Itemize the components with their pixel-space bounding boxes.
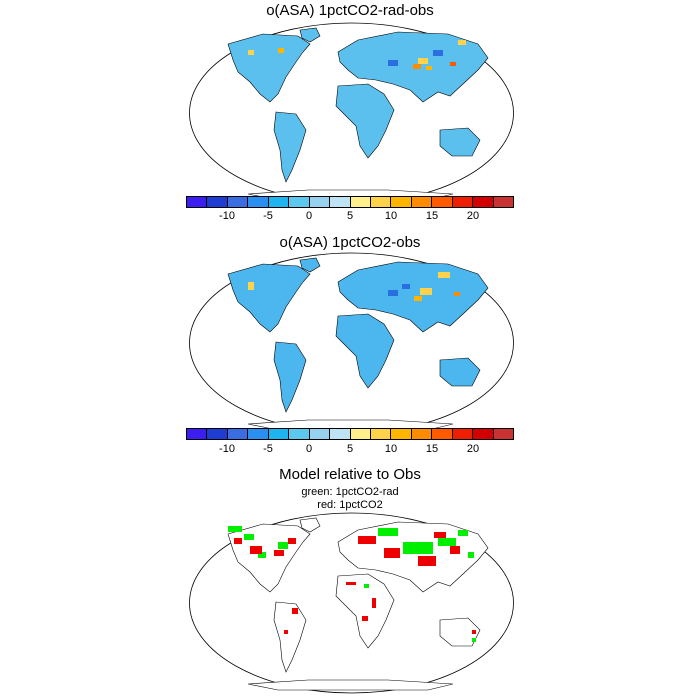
cbar1-tick: -5: [263, 210, 273, 222]
colorbar-1-labels: -10 -5 0 5 10 15 20: [186, 210, 514, 224]
cbar2-tick: 20: [466, 443, 480, 455]
cbar1-swatch: [187, 197, 208, 207]
significance-cells: [228, 526, 476, 642]
colorbar-2: [186, 428, 514, 440]
greenland: [299, 27, 321, 43]
australia: [439, 357, 481, 387]
cbar2-swatch: [248, 429, 269, 439]
cbar2-tick: -5: [263, 443, 273, 455]
cbar1-tick: 0: [305, 210, 313, 222]
panel1-title: o(ASA) 1pctCO2-rad-obs: [266, 2, 434, 19]
south-america: [273, 341, 307, 413]
cbar1-swatch: [309, 197, 331, 207]
cbar2-swatch: [391, 429, 412, 439]
cbar2-tick: 0: [305, 443, 313, 455]
legend-red: red: 1pctCO2: [317, 499, 383, 511]
panel2-title: o(ASA) 1pctCO2-obs: [279, 234, 421, 251]
greenland: [299, 517, 321, 533]
cbar1-swatch: [350, 197, 371, 207]
cbar2-swatch: [432, 429, 453, 439]
colorbar-1: [186, 196, 514, 208]
panel3-title: Model relative to Obs: [279, 466, 421, 483]
australia: [439, 617, 481, 647]
map-panel-3: [189, 512, 514, 694]
cbar2-swatch: [452, 429, 474, 439]
cbar2-swatch: [350, 429, 371, 439]
cbar1-tick: 15: [425, 210, 439, 222]
cbar2-swatch: [187, 429, 208, 439]
cbar2-tick: 10: [384, 443, 398, 455]
cbar1-swatch: [227, 197, 249, 207]
cbar2-swatch: [330, 429, 351, 439]
cbar2-swatch: [207, 429, 228, 439]
cbar2-swatch: [268, 429, 290, 439]
cbar1-swatch: [248, 197, 269, 207]
north-america: [227, 263, 311, 333]
antarctica: [247, 679, 454, 691]
cbar1-swatch: [391, 197, 412, 207]
cbar2-swatch: [227, 429, 249, 439]
cbar2-tick: 5: [346, 443, 354, 455]
cbar1-swatch: [370, 197, 392, 207]
hotspots: [248, 272, 460, 301]
cbar1-tick: 5: [346, 210, 354, 222]
cbar1-swatch: [268, 197, 290, 207]
map-panel-2: [189, 252, 514, 434]
south-america: [273, 601, 307, 673]
cbar1-tick: 10: [384, 210, 398, 222]
map-panel-1: [189, 22, 514, 204]
colorbar-2-labels: -10 -5 0 5 10 15 20: [186, 443, 514, 457]
cbar1-tick: -10: [219, 210, 235, 222]
cbar1-swatch: [432, 197, 453, 207]
cbar2-swatch: [289, 429, 310, 439]
africa: [335, 313, 395, 389]
cbar1-swatch: [411, 197, 433, 207]
cbar1-swatch: [207, 197, 228, 207]
legend-green: green: 1pctCO2-rad: [301, 486, 399, 498]
greenland: [299, 257, 321, 273]
cbar1-swatch: [289, 197, 310, 207]
hotspots: [248, 40, 466, 70]
continents: [227, 257, 489, 431]
cbar1-swatch: [493, 197, 513, 207]
cbar2-swatch: [493, 429, 513, 439]
cbar2-swatch: [370, 429, 392, 439]
cbar2-tick: -10: [219, 443, 235, 455]
cbar1-swatch: [452, 197, 474, 207]
cbar2-swatch: [473, 429, 494, 439]
cbar2-swatch: [309, 429, 331, 439]
cbar1-swatch: [330, 197, 351, 207]
africa: [335, 573, 395, 649]
cbar1-tick: 20: [466, 210, 480, 222]
cbar2-tick: 15: [425, 443, 439, 455]
africa: [335, 83, 395, 159]
australia: [439, 127, 481, 157]
cbar2-swatch: [411, 429, 433, 439]
south-america: [273, 111, 307, 183]
eurasia: [337, 261, 489, 333]
cbar1-swatch: [473, 197, 494, 207]
